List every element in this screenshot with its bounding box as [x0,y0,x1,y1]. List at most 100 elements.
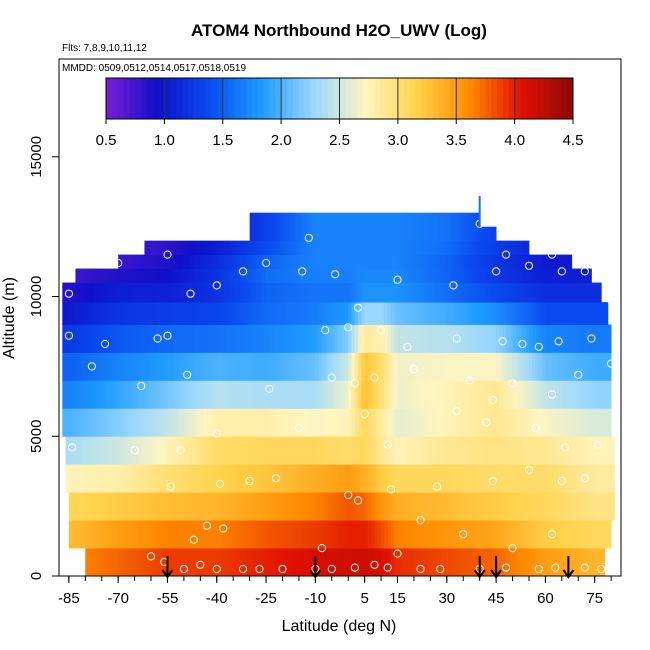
heatmap-cell [154,240,158,256]
heatmap-cell [111,408,116,437]
heatmap-cell [551,254,556,269]
heatmap-cell [469,380,474,409]
heatmap-cell [453,254,458,269]
heatmap-cell [371,408,375,437]
heatmap-cell [170,268,175,283]
heatmap-cell [193,282,198,303]
colorbar-segment [211,78,218,119]
heatmap-cell [65,302,70,325]
heatmap-cell [482,302,487,325]
heatmap-cell [249,352,254,381]
heatmap-cell [427,464,431,493]
heatmap-cell [72,302,76,325]
heatmap-cell [85,282,89,303]
heatmap-cell [574,302,579,325]
heatmap-cell [249,282,254,303]
heatmap-cell [404,464,408,493]
heatmap-cell [111,436,116,465]
heatmap-cell [446,282,451,303]
heatmap-cell [453,492,458,521]
heatmap-cell [397,226,402,242]
heatmap-cell [213,380,218,409]
colorbar-segment [176,78,183,119]
heatmap-cell [387,464,392,493]
heatmap-cell [210,436,214,465]
heatmap-cell [266,548,270,577]
heatmap-cell [594,520,599,549]
heatmap-cell [558,302,563,325]
heatmap-cell [584,268,589,283]
heatmap-cell [443,254,448,269]
heatmap-cell [607,436,612,465]
heatmap-cell [482,240,487,256]
heatmap-cell [118,436,122,465]
heatmap-cell [354,226,359,242]
colorbar-segment [333,78,340,119]
colorbar-segment [170,78,177,119]
heatmap-cell [210,548,214,577]
heatmap-cell [427,548,431,577]
heatmap-cell [450,352,454,381]
heatmap-cell [344,464,349,493]
heatmap-cell [82,268,86,283]
heatmap-cell [315,352,320,381]
heatmap-cell [597,282,602,303]
heatmap-cell [413,254,418,269]
heatmap-cell [578,352,582,381]
heatmap-cell [413,408,418,437]
heatmap-cell [397,436,402,465]
heatmap-cell [177,240,182,256]
heatmap-cell [229,268,234,283]
heatmap-cell [282,324,287,353]
heatmap-cell [157,380,162,409]
heatmap-cell [174,492,178,521]
heatmap-cell [121,324,126,353]
sample-point [501,250,511,259]
heatmap-cell [256,352,260,381]
heatmap-cell [249,240,254,256]
heatmap-cell [154,254,158,269]
heatmap-cell [206,520,211,549]
heatmap-cell [555,464,559,493]
heatmap-cell [164,408,168,437]
heatmap-cell [430,254,435,269]
sample-point [327,564,336,574]
heatmap-cell [302,268,306,283]
heatmap-cell [279,492,283,521]
heatmap-cell [542,324,546,353]
heatmap-cell [259,302,264,325]
heatmap-cell [68,282,73,303]
sample-point [304,233,313,242]
heatmap-cell [558,352,563,381]
heatmap-cell [78,492,83,521]
heatmap-cell [535,324,540,353]
heatmap-cell [381,464,385,493]
heatmap-cell [275,380,280,409]
heatmap-cell [588,436,592,465]
heatmap-cell [459,464,464,493]
colorbar-segment [508,78,516,119]
heatmap-cell [344,380,349,409]
sample-point [459,530,468,539]
heatmap-cell [134,436,139,465]
heatmap-cell [216,548,221,577]
heatmap-cell [285,464,290,493]
heatmap-cell [160,492,165,521]
flights-subtitle: Flts: 7,8,9,10,11,12 [62,43,147,54]
heatmap-cell [525,302,530,325]
heatmap-cell [82,324,86,353]
heatmap-cell [305,352,310,381]
heatmap-cell [151,282,155,303]
heatmap-cell [601,352,605,381]
heatmap-cell [160,240,165,256]
heatmap-cell [124,302,129,325]
heatmap-cell [114,282,119,303]
heatmap-cell [295,226,300,242]
heatmap-cell [420,436,425,465]
heatmap-cell [390,268,395,283]
heatmap-cell [591,282,596,303]
heatmap-cell [246,352,251,381]
heatmap-cell [486,464,490,493]
heatmap-cell [144,492,149,521]
colorbar-tick-label: 1.5 [212,132,233,149]
